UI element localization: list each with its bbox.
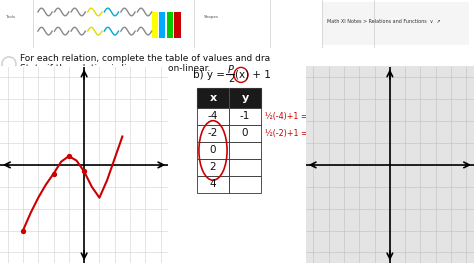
Point	[50, 172, 57, 176]
Text: P: P	[228, 65, 234, 75]
Text: Tools: Tools	[5, 15, 15, 19]
Bar	[229, 176, 261, 193]
Point	[65, 154, 73, 158]
Bar	[152, 12, 158, 38]
Text: b) y =: b) y =	[193, 70, 228, 80]
Point	[80, 169, 88, 174]
Circle shape	[2, 57, 16, 71]
Bar	[197, 176, 229, 193]
Text: State if the relation is linear or non-linear.: State if the relation is linear or non-l…	[20, 64, 210, 73]
Text: parabola: parabola	[90, 70, 135, 79]
Bar	[229, 125, 261, 142]
Bar	[229, 159, 261, 176]
Bar	[197, 88, 261, 108]
Bar	[229, 142, 261, 159]
Bar	[322, 2, 469, 45]
Text: x: x	[210, 93, 217, 103]
Bar	[197, 159, 229, 176]
Text: 4: 4	[210, 180, 216, 189]
Text: Math XI Notes > Relations and Functions  ∨  ↗: Math XI Notes > Relations and Functions …	[327, 19, 440, 24]
Text: 2: 2	[210, 163, 216, 172]
Text: ½(-2)+1 = 0: ½(-2)+1 = 0	[265, 129, 315, 138]
Text: near: near	[2, 75, 27, 85]
Text: -2: -2	[208, 128, 218, 138]
Text: ½(-4)+1 = -1: ½(-4)+1 = -1	[265, 112, 318, 121]
Text: -1: -1	[240, 111, 250, 121]
Text: -4: -4	[208, 111, 218, 121]
Bar	[197, 125, 229, 142]
Text: (-2,0): (-2,0)	[129, 129, 154, 138]
Bar	[174, 12, 181, 38]
Text: 0: 0	[242, 128, 248, 138]
Bar	[197, 108, 229, 125]
Text: (x) + 1: (x) + 1	[235, 70, 271, 80]
Text: For each relation, complete the table of values and dra: For each relation, complete the table of…	[20, 54, 270, 63]
Text: 0: 0	[210, 146, 216, 155]
Bar	[229, 108, 261, 125]
Text: y: y	[241, 93, 249, 103]
Text: (-4,-1): (-4,-1)	[129, 112, 157, 121]
Text: 2: 2	[228, 74, 234, 84]
Point	[19, 228, 27, 233]
Text: atic: atic	[2, 85, 22, 95]
Text: Shapes: Shapes	[204, 15, 219, 19]
Bar	[197, 142, 229, 159]
Bar	[167, 12, 173, 38]
Bar	[159, 12, 165, 38]
